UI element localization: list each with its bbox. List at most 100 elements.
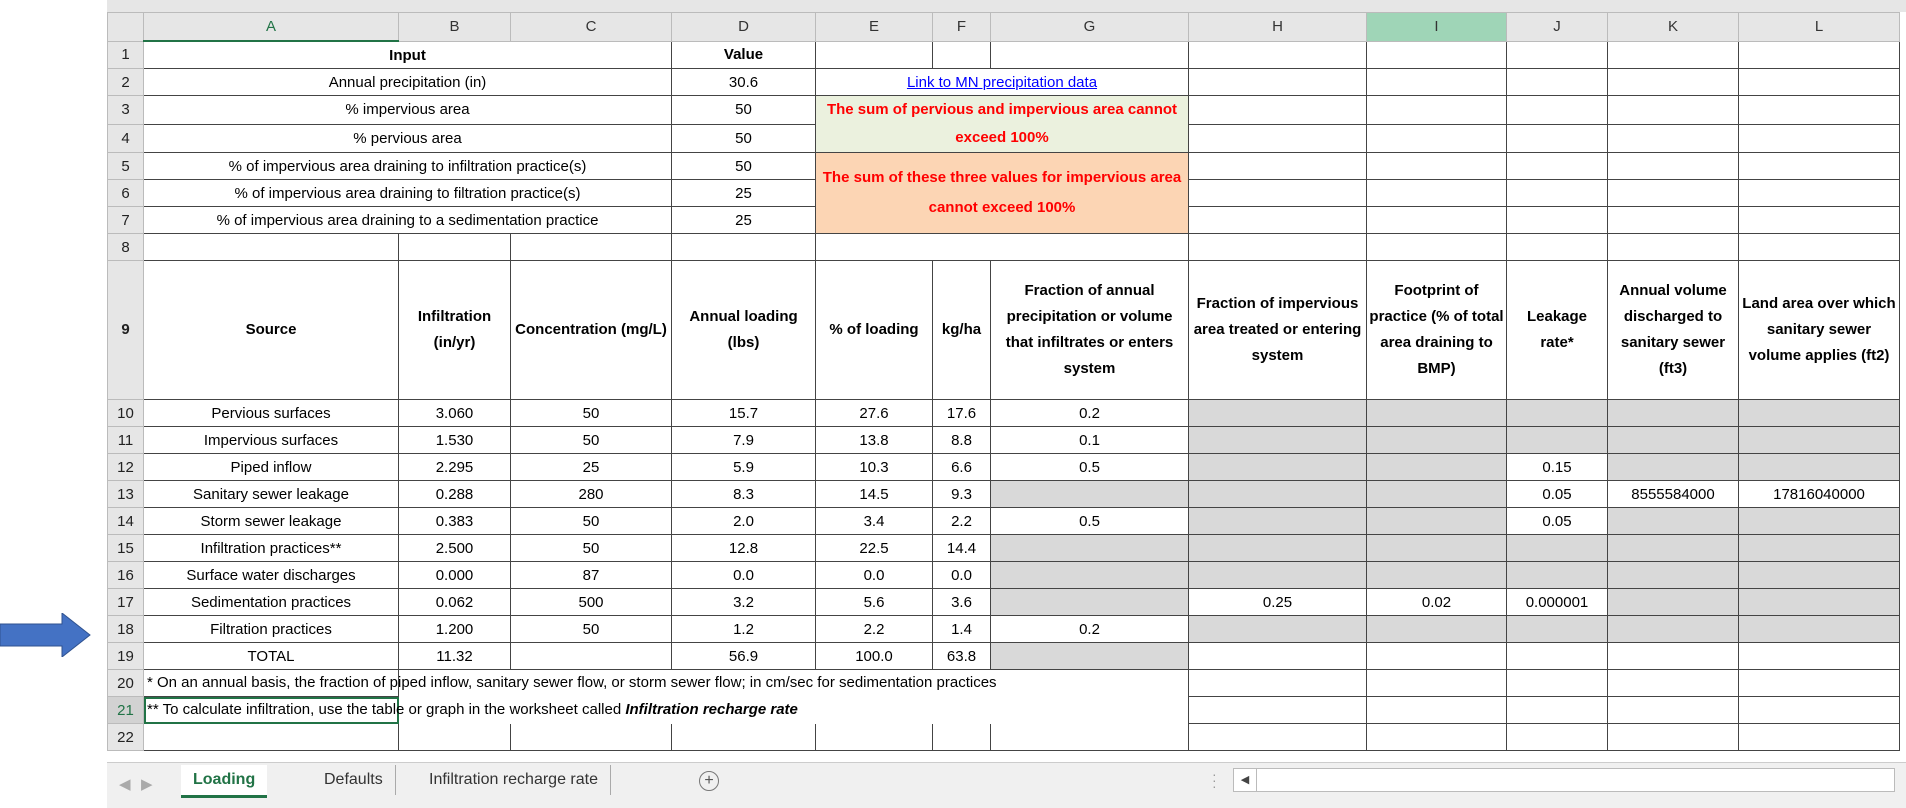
cell[interactable]: Value bbox=[671, 40, 816, 69]
cell[interactable] bbox=[143, 723, 399, 751]
cell[interactable] bbox=[1366, 669, 1507, 697]
cell[interactable] bbox=[1366, 399, 1507, 427]
cell[interactable]: 5.9 bbox=[671, 453, 816, 481]
cell[interactable] bbox=[1366, 95, 1507, 125]
row-header[interactable]: 22 bbox=[107, 723, 144, 751]
cell[interactable]: 50 bbox=[510, 426, 672, 454]
cell[interactable]: 0.2 bbox=[990, 399, 1189, 427]
cell[interactable] bbox=[1506, 95, 1608, 125]
cell[interactable]: 8.8 bbox=[932, 426, 991, 454]
scroll-left-icon[interactable]: ◀ bbox=[1234, 769, 1257, 791]
cell[interactable] bbox=[990, 669, 1189, 697]
row-header[interactable]: 9 bbox=[107, 260, 144, 400]
cell[interactable] bbox=[1188, 399, 1367, 427]
cell[interactable]: 56.9 bbox=[671, 642, 816, 670]
cell[interactable]: 10.3 bbox=[815, 453, 933, 481]
cell[interactable] bbox=[1188, 723, 1367, 751]
cell[interactable] bbox=[1506, 696, 1608, 724]
cell[interactable] bbox=[1607, 95, 1739, 125]
cell[interactable]: Annual precipitation (in) bbox=[143, 68, 672, 96]
cell[interactable] bbox=[1188, 123, 1367, 153]
cell[interactable] bbox=[1366, 426, 1507, 454]
cell[interactable]: % of impervious area draining to filtrat… bbox=[143, 179, 672, 207]
cell[interactable]: Infiltration (in/yr) bbox=[398, 260, 511, 400]
cell[interactable]: % of impervious area draining to a sedim… bbox=[143, 206, 672, 234]
splitter-handle[interactable]: · · · bbox=[1212, 766, 1217, 794]
cell[interactable] bbox=[990, 696, 1189, 724]
cell[interactable]: 500 bbox=[510, 588, 672, 616]
cell[interactable] bbox=[1607, 233, 1739, 261]
cell[interactable]: 0.1 bbox=[990, 426, 1189, 454]
cell[interactable] bbox=[1366, 507, 1507, 535]
cell[interactable]: 0.383 bbox=[398, 507, 511, 535]
row-header[interactable]: 21 bbox=[107, 696, 144, 724]
cell[interactable]: Filtration practices bbox=[143, 615, 399, 643]
cell[interactable] bbox=[1738, 68, 1900, 96]
row-header[interactable]: 16 bbox=[107, 561, 144, 589]
cell[interactable]: 0.15 bbox=[1506, 453, 1608, 481]
cell[interactable] bbox=[1506, 206, 1608, 234]
cell[interactable] bbox=[816, 697, 933, 724]
cell[interactable] bbox=[1738, 534, 1900, 562]
footnote-cell[interactable]: * On an annual basis, the fraction of pi… bbox=[143, 669, 997, 697]
cell[interactable] bbox=[990, 642, 1189, 670]
cell[interactable]: 0.062 bbox=[398, 588, 511, 616]
column-header-c[interactable]: C bbox=[510, 12, 672, 42]
cell[interactable]: 0.0 bbox=[671, 561, 816, 589]
cell[interactable] bbox=[1738, 453, 1900, 481]
cell[interactable]: 2.2 bbox=[815, 615, 933, 643]
cell[interactable] bbox=[1506, 561, 1608, 589]
cell[interactable]: 7.9 bbox=[671, 426, 816, 454]
cell[interactable]: 0.000 bbox=[398, 561, 511, 589]
cell[interactable]: 14.4 bbox=[932, 534, 991, 562]
cell[interactable] bbox=[1738, 179, 1900, 207]
cell[interactable] bbox=[1506, 615, 1608, 643]
cell[interactable] bbox=[1188, 615, 1367, 643]
cell[interactable]: 0.0 bbox=[932, 561, 991, 589]
cell[interactable] bbox=[1366, 179, 1507, 207]
cell[interactable] bbox=[1506, 68, 1608, 96]
cell[interactable]: kg/ha bbox=[932, 260, 991, 400]
scroll-tabs-left-icon[interactable]: ◀ bbox=[119, 776, 131, 793]
cell[interactable]: Footprint of practice (% of total area d… bbox=[1366, 260, 1507, 400]
cell[interactable]: % impervious area bbox=[143, 95, 672, 125]
plus-circle-icon[interactable]: + bbox=[699, 771, 719, 791]
cell[interactable] bbox=[1188, 480, 1367, 508]
cell[interactable] bbox=[1607, 534, 1739, 562]
cell[interactable] bbox=[1506, 534, 1608, 562]
row-header[interactable]: 1 bbox=[107, 40, 144, 69]
cell[interactable] bbox=[1607, 723, 1739, 751]
cell[interactable]: 15.7 bbox=[671, 399, 816, 427]
cell[interactable] bbox=[1366, 642, 1507, 670]
cell[interactable] bbox=[1366, 233, 1507, 261]
cell[interactable] bbox=[1506, 40, 1608, 69]
cell[interactable] bbox=[990, 40, 1189, 69]
cell[interactable]: 50 bbox=[510, 534, 672, 562]
column-header-a[interactable]: A bbox=[143, 12, 399, 42]
cell[interactable] bbox=[1366, 615, 1507, 643]
cell[interactable] bbox=[1366, 723, 1507, 751]
cell[interactable] bbox=[1366, 152, 1507, 180]
cell[interactable]: 17816040000 bbox=[1738, 480, 1900, 508]
cell[interactable] bbox=[1738, 642, 1900, 670]
cell[interactable] bbox=[933, 697, 991, 724]
cell[interactable] bbox=[1607, 152, 1739, 180]
cell[interactable]: Piped inflow bbox=[143, 453, 399, 481]
cell[interactable] bbox=[1607, 669, 1739, 697]
cell[interactable] bbox=[1366, 696, 1507, 724]
cell[interactable]: 25 bbox=[510, 453, 672, 481]
tab-infiltration-recharge-rate[interactable]: Infiltration recharge rate bbox=[417, 765, 611, 795]
cell[interactable] bbox=[510, 233, 672, 261]
cell[interactable]: TOTAL bbox=[143, 642, 399, 670]
cell[interactable] bbox=[1738, 507, 1900, 535]
cell[interactable] bbox=[1738, 399, 1900, 427]
cell[interactable]: 5.6 bbox=[815, 588, 933, 616]
cell[interactable] bbox=[398, 233, 511, 261]
cell[interactable]: 8555584000 bbox=[1607, 480, 1739, 508]
column-header-h[interactable]: H bbox=[1188, 12, 1367, 42]
cell[interactable] bbox=[1188, 206, 1367, 234]
cell[interactable] bbox=[510, 642, 672, 670]
cell[interactable] bbox=[932, 40, 991, 69]
cell[interactable] bbox=[1738, 696, 1900, 724]
cell[interactable]: 280 bbox=[510, 480, 672, 508]
